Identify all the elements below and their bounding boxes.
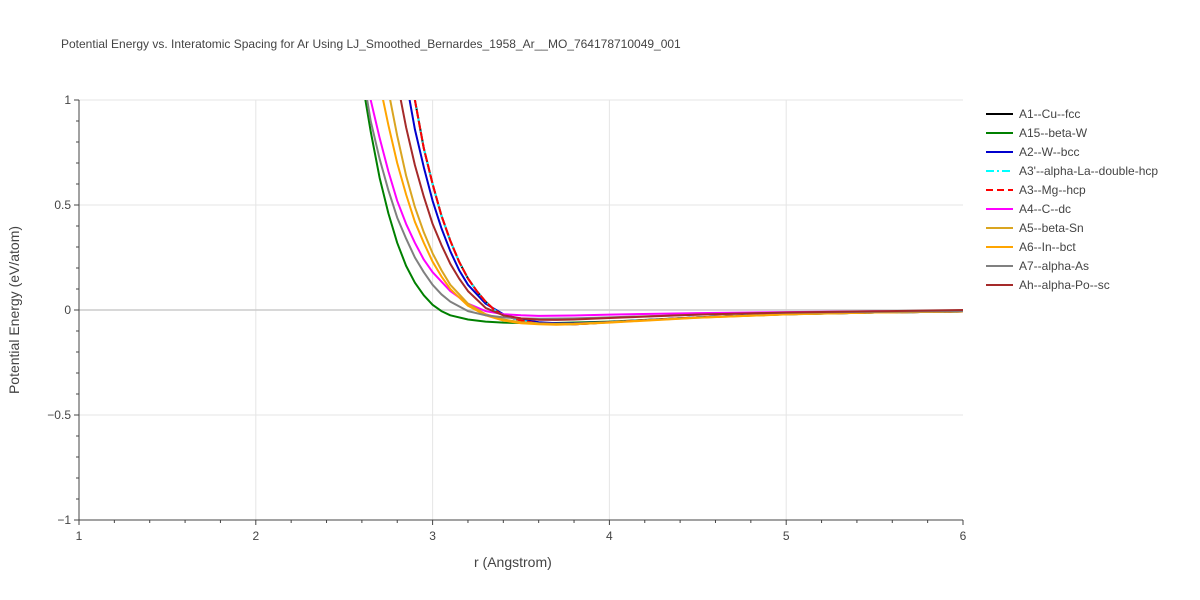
x-tick-label: 2	[252, 529, 259, 543]
x-tick-label: 1	[76, 529, 83, 543]
y-axis-label: Potential Energy (eV/atom)	[6, 225, 22, 395]
x-tick-label: 5	[783, 529, 790, 543]
legend[interactable]: A1--Cu--fcc A15--beta-W A2--W--bcc A3'--alp…	[983, 104, 1158, 294]
series-line-0[interactable]	[413, 100, 963, 326]
legend-swatch	[986, 131, 1013, 134]
axes: 1 2 3 4 5 6 −1 −0.5 0 0.5 1	[47, 93, 966, 543]
legend-swatch	[986, 112, 1013, 115]
legend-label: A3'--alpha-La--double-hcp	[1019, 163, 1159, 178]
legend-swatch	[986, 207, 1013, 210]
series-line-3[interactable]	[413, 100, 963, 326]
legend-item[interactable]: A6--In--bct	[983, 237, 1158, 256]
legend-item[interactable]: A2--W--bcc	[983, 142, 1158, 161]
chart-title: Potential Energy vs. Interatomic Spacing…	[61, 37, 681, 51]
legend-item[interactable]: A7--alpha-As	[983, 256, 1158, 275]
y-tick-label: 1	[64, 93, 71, 107]
x-tick-label: 4	[606, 529, 613, 543]
legend-item[interactable]: A3--Mg--hcp	[983, 180, 1158, 199]
y-tick-label: −0.5	[47, 408, 71, 422]
legend-label: A1--Cu--fcc	[1019, 106, 1081, 121]
legend-swatch	[986, 188, 1013, 191]
legend-item[interactable]: A4--C--dc	[983, 199, 1158, 218]
x-axis-label: r (Angstrom)	[474, 554, 552, 570]
legend-swatch	[986, 150, 1013, 153]
y-tick-label: −1	[57, 513, 71, 527]
legend-label: A6--In--bct	[1019, 239, 1076, 254]
series-line-2[interactable]	[408, 100, 963, 325]
legend-label: A5--beta-Sn	[1019, 220, 1084, 235]
legend-label: A15--beta-W	[1019, 125, 1088, 140]
x-tick-label: 3	[429, 529, 436, 543]
legend-item[interactable]: A3'--alpha-La--double-hcp	[983, 161, 1158, 180]
series-line-7[interactable]	[382, 100, 963, 326]
series-line-5[interactable]	[369, 100, 963, 317]
legend-item[interactable]: Ah--alpha-Po--sc	[983, 275, 1158, 294]
legend-swatch	[986, 283, 1013, 286]
grid	[79, 99, 963, 521]
y-tick-label: 0	[64, 303, 71, 317]
legend-swatch	[986, 264, 1013, 267]
y-tick-label: 0.5	[54, 198, 71, 212]
series-line-9[interactable]	[399, 100, 963, 321]
legend-label: A3--Mg--hcp	[1019, 182, 1086, 197]
x-tick-label: 6	[960, 529, 967, 543]
legend-label: A4--C--dc	[1019, 201, 1072, 216]
series-line-8[interactable]	[366, 100, 963, 320]
legend-swatch	[986, 169, 1013, 172]
legend-item[interactable]: A1--Cu--fcc	[983, 104, 1158, 123]
legend-label: A7--alpha-As	[1019, 258, 1090, 273]
series-lines	[364, 100, 963, 326]
legend-label: A2--W--bcc	[1019, 144, 1080, 159]
series-line-4[interactable]	[413, 100, 963, 326]
legend-item[interactable]: A15--beta-W	[983, 123, 1158, 142]
legend-swatch	[986, 226, 1013, 229]
legend-swatch	[986, 245, 1013, 248]
legend-item[interactable]: A5--beta-Sn	[983, 218, 1158, 237]
legend-label: Ah--alpha-Po--sc	[1019, 277, 1110, 292]
